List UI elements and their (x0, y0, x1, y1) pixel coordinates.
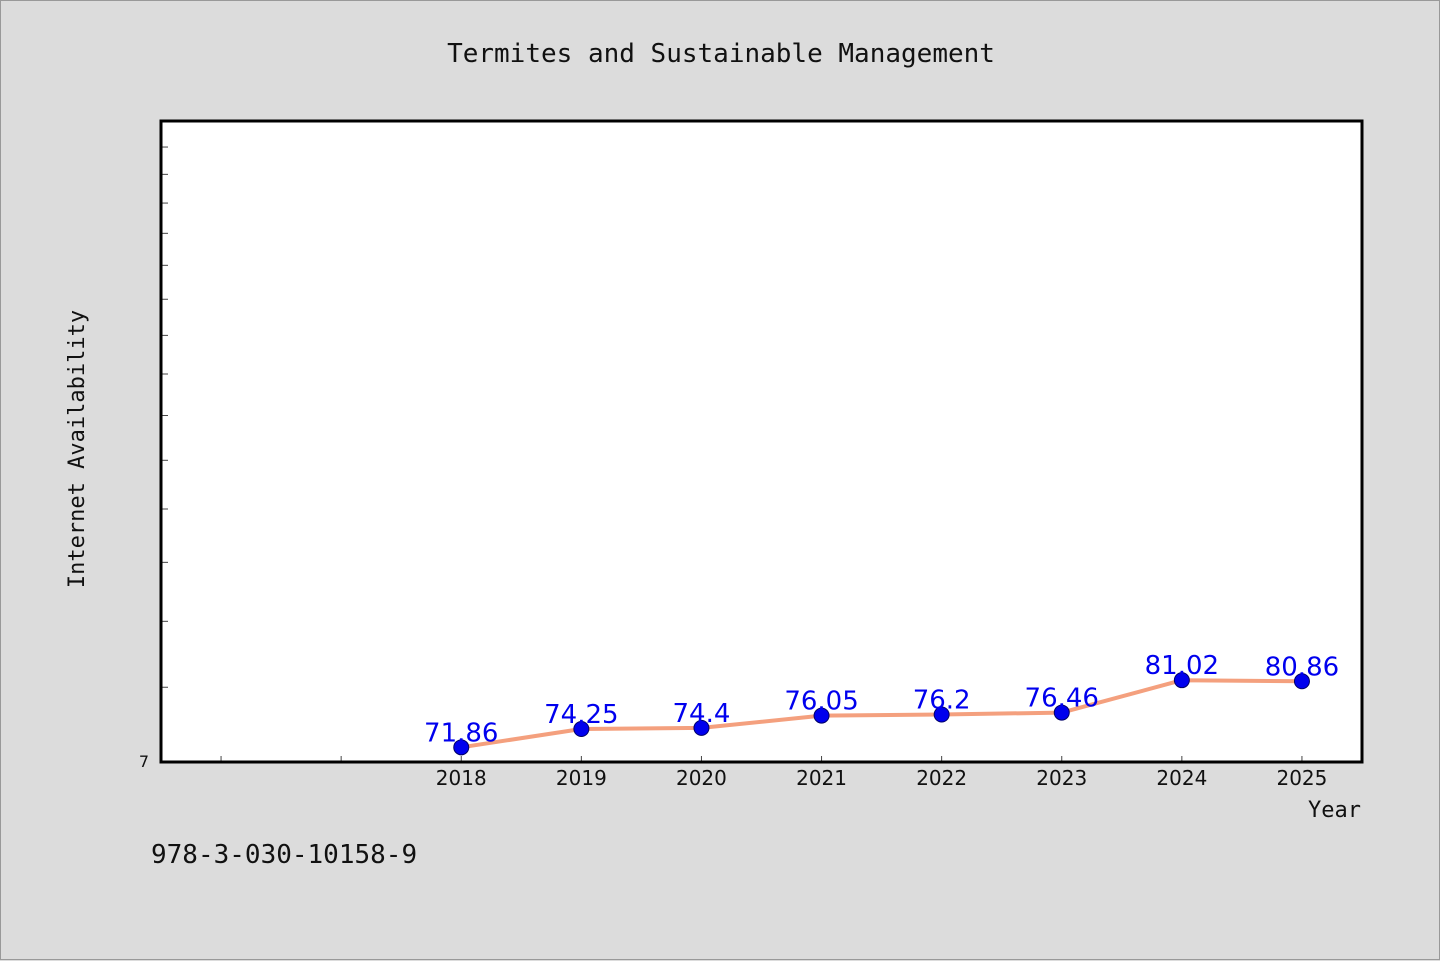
x-axis-label: Year (1308, 798, 1361, 823)
data-point (693, 719, 710, 736)
data-label: 74.4 (673, 699, 731, 729)
x-tick-label: 2024 (1156, 766, 1207, 790)
data-label: 76.46 (1025, 684, 1099, 714)
x-tick-label: 2020 (676, 766, 727, 790)
data-label: 71.86 (424, 718, 498, 748)
x-tick-label: 2022 (916, 766, 967, 790)
data-point (813, 707, 830, 724)
footer-code: 978-3-030-10158-9 (151, 840, 417, 870)
data-point (1173, 672, 1190, 689)
data-label: 74.25 (544, 700, 618, 730)
data-point (573, 721, 590, 738)
data-labels: 71.86 74.25 74.4 76.05 76.2 76.46 81.02 80.86 (424, 651, 1339, 748)
x-tick-label: 2021 (796, 766, 847, 790)
data-point (1293, 673, 1310, 690)
y-axis-label: Internet Availability (65, 310, 90, 588)
y-tick-label: 7 (139, 752, 149, 771)
series-line (459, 678, 1304, 750)
series-line-group (459, 678, 1304, 750)
chart-title: Termites and Sustainable Management (447, 39, 995, 69)
x-tick-label: 2018 (436, 766, 487, 790)
x-tick-label: 2019 (556, 766, 607, 790)
data-point (933, 706, 950, 723)
data-point (453, 739, 470, 756)
data-point (1053, 704, 1070, 721)
data-label: 80.86 (1265, 652, 1339, 682)
plot-area (161, 121, 1362, 762)
data-markers (453, 672, 1310, 756)
data-label: 76.2 (913, 685, 971, 715)
x-axis-ticks: 2018 2019 2020 2021 2022 2023 2024 2025 (220, 756, 1327, 790)
data-label: 81.02 (1145, 651, 1219, 681)
data-label: 76.05 (784, 687, 858, 717)
x-tick-label: 2025 (1276, 766, 1327, 790)
x-tick-label: 2023 (1036, 766, 1087, 790)
plot-frame (159, 119, 1364, 764)
